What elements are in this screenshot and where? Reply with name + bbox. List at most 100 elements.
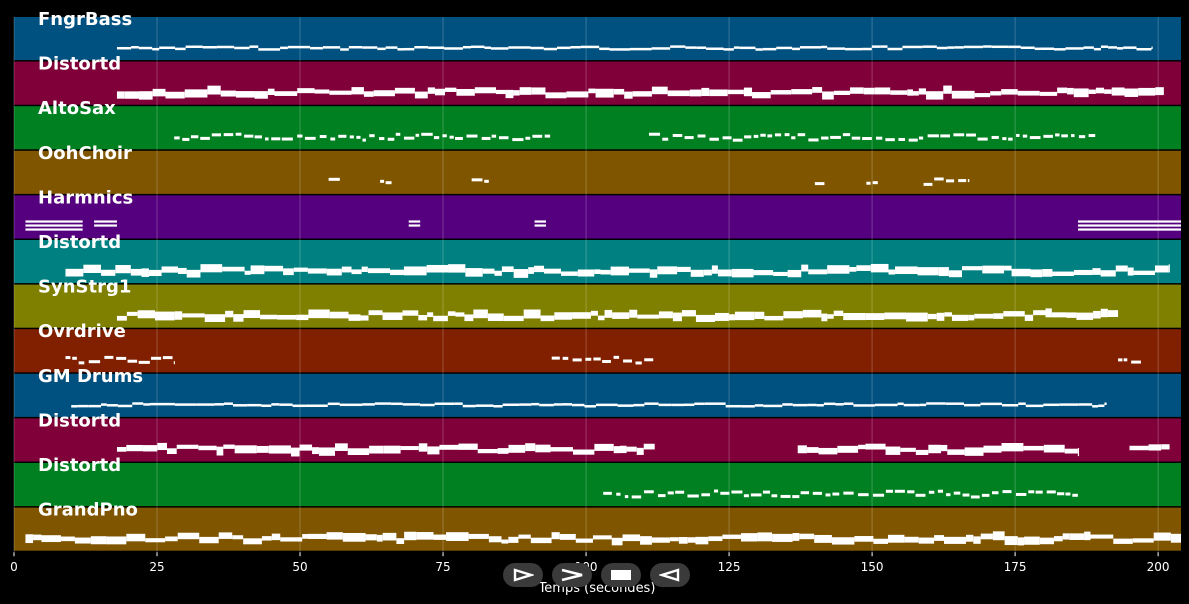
note-segment [1066,312,1077,318]
note-segment [885,446,901,455]
note-segment [454,136,463,140]
note-segment [310,46,323,50]
note-segment [360,315,369,321]
note-segment [934,535,945,541]
note-segment [1057,492,1065,496]
note-segment [752,92,771,99]
note-segment [928,444,942,454]
note-segment [402,310,419,316]
note-segment [800,491,810,495]
note-segment [814,182,825,186]
note-segment [151,356,162,360]
note-segment [319,135,327,139]
note-segment [155,311,175,321]
note-segment [497,448,509,454]
note-segment [525,136,531,140]
note-segment [454,402,463,405]
fast-forward-button[interactable] [552,563,592,587]
note-segment [617,404,634,407]
note-segment [117,404,133,408]
note-segment [941,444,948,452]
note-segment [1092,405,1099,408]
note-segment [296,314,309,321]
note-segment [466,134,478,138]
note-segment [690,269,704,277]
note-segment [981,493,990,497]
note-segment [362,138,366,142]
note-segment [90,536,107,545]
note-segment [651,86,668,95]
note-segment [741,405,755,408]
note-segment [643,443,655,450]
note-segment [363,91,374,97]
note-segment [812,491,823,495]
track-label: GM Drums [38,366,143,387]
note-segment [918,537,935,544]
note-segment [540,315,555,322]
note-segment [818,447,838,455]
note-segment [709,89,728,97]
note-segment [182,137,190,141]
note-segment [1133,270,1155,276]
note-segment [72,356,77,360]
play-button[interactable] [503,563,543,587]
note-segment [833,310,844,317]
note-segment [951,90,975,99]
note-segment [1100,308,1108,318]
note-segment [1170,533,1181,543]
note-segment [293,267,308,272]
rewind-button[interactable] [650,563,690,587]
note-segment [250,265,265,275]
note-segment [1024,314,1034,321]
note-segment [1108,46,1117,49]
note-segment [444,87,457,92]
note-segment [556,46,571,50]
note-segment [1020,46,1035,50]
note-segment [760,133,766,137]
note-segment [947,46,955,49]
note-segment [25,220,83,223]
note-segment [165,91,185,99]
note-segment [190,135,199,139]
note-segment [132,402,144,405]
note-segment [951,314,969,321]
note-segment [1053,536,1063,542]
note-segment [807,403,817,407]
track-lane [14,106,1181,150]
note-segment [917,267,939,276]
note-segment [851,136,861,140]
note-segment [196,403,215,406]
note-segment [862,137,872,141]
note-segment [1040,47,1055,50]
note-segment [304,136,316,140]
note-segment [1029,136,1041,140]
note-segment [545,92,567,99]
note-segment [918,136,924,140]
note-segment [888,269,896,275]
note-segment [116,315,127,321]
note-segment [165,536,178,542]
track-label: Distortd [38,410,121,431]
note-segment [1057,87,1068,94]
note-segment [773,271,788,276]
stop-button[interactable] [601,563,641,587]
note-segment [709,137,719,141]
note-segment [1151,46,1153,50]
note-segment [532,134,543,138]
note-segment [207,85,221,95]
note-segment [465,268,483,277]
note-segment [875,136,883,140]
note-segment [328,177,340,181]
note-segment [926,91,944,100]
note-segment [968,314,975,321]
note-segment [1018,402,1026,405]
note-segment [835,403,844,406]
note-segment [403,266,427,276]
note-segment [913,91,919,96]
note-segment [743,87,753,97]
note-segment [404,47,415,51]
note-segment [776,46,793,50]
note-segment [754,311,765,319]
note-segment [1111,87,1125,96]
note-segment [501,539,509,544]
